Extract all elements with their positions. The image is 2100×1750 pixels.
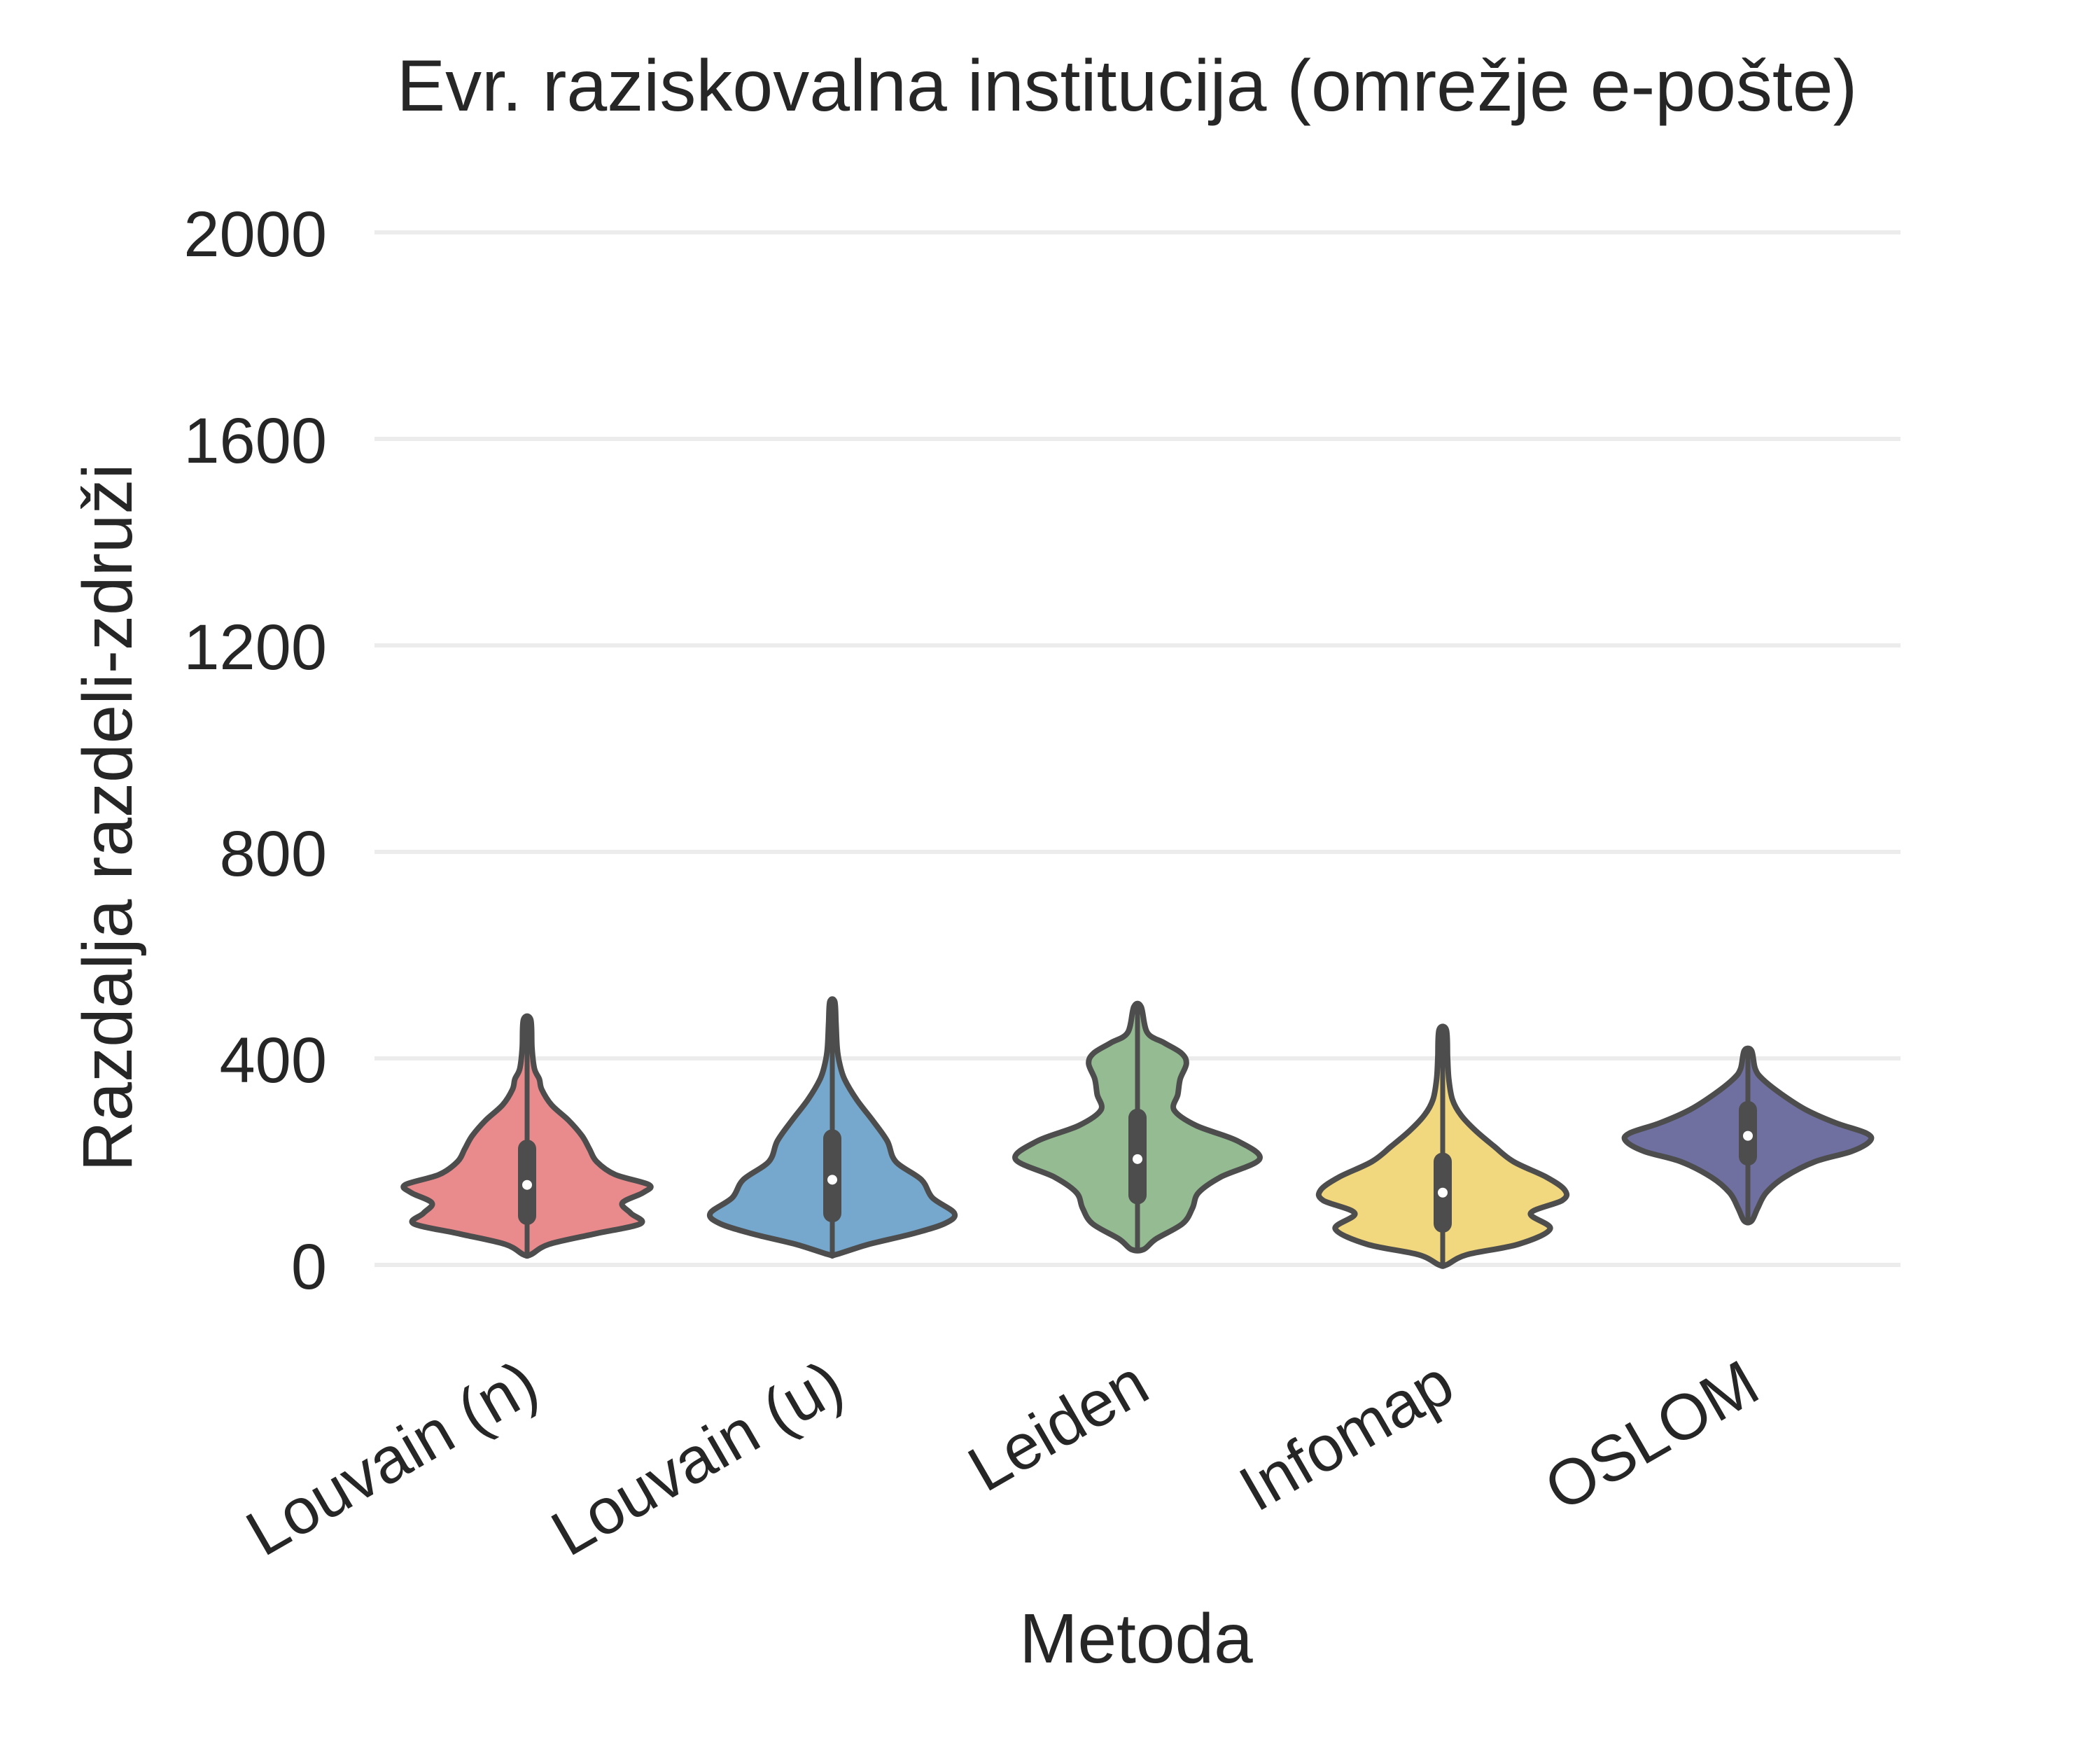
violin-group <box>1621 1045 1875 1226</box>
y-tick-labels: 0 400 800 1200 1600 2000 <box>183 199 327 1303</box>
violin-group <box>400 1013 654 1259</box>
x-axis-label: Metoda <box>1019 1600 1253 1678</box>
y-tick-label: 1200 <box>183 612 327 683</box>
violin-group <box>1315 1023 1570 1269</box>
violin-median-point <box>1133 1154 1142 1164</box>
y-axis-label: Razdalja razdeli-združi <box>69 463 147 1172</box>
violin-median-point <box>827 1175 837 1185</box>
x-tick-label: Infomap <box>1228 1347 1465 1525</box>
y-tick-label: 2000 <box>183 199 327 270</box>
grid-lines <box>374 230 1900 1267</box>
y-tick-label: 1600 <box>183 405 327 477</box>
x-tick-labels: Louvain (n)Louvain (u) Leiden Infomap OSLOM <box>234 1347 1770 1569</box>
violin-median-point <box>522 1180 532 1190</box>
x-tick-label: Louvain (n) <box>234 1347 550 1569</box>
y-tick-label: 800 <box>220 818 328 890</box>
chart-title: Evr. raziskovalna institucija (omrežje e… <box>397 46 1858 127</box>
violin-median-point <box>1438 1187 1448 1198</box>
violins <box>400 996 1875 1269</box>
x-tick-label: Leiden <box>957 1347 1160 1505</box>
x-tick-label: OSLOM <box>1533 1347 1770 1525</box>
x-tick-label: Louvain (u) <box>540 1347 855 1569</box>
violin-median-point <box>1743 1130 1753 1141</box>
violin-group <box>706 996 958 1259</box>
y-tick-label: 0 <box>291 1231 327 1303</box>
y-tick-label: 400 <box>220 1025 328 1096</box>
violin-group <box>1012 1000 1263 1254</box>
